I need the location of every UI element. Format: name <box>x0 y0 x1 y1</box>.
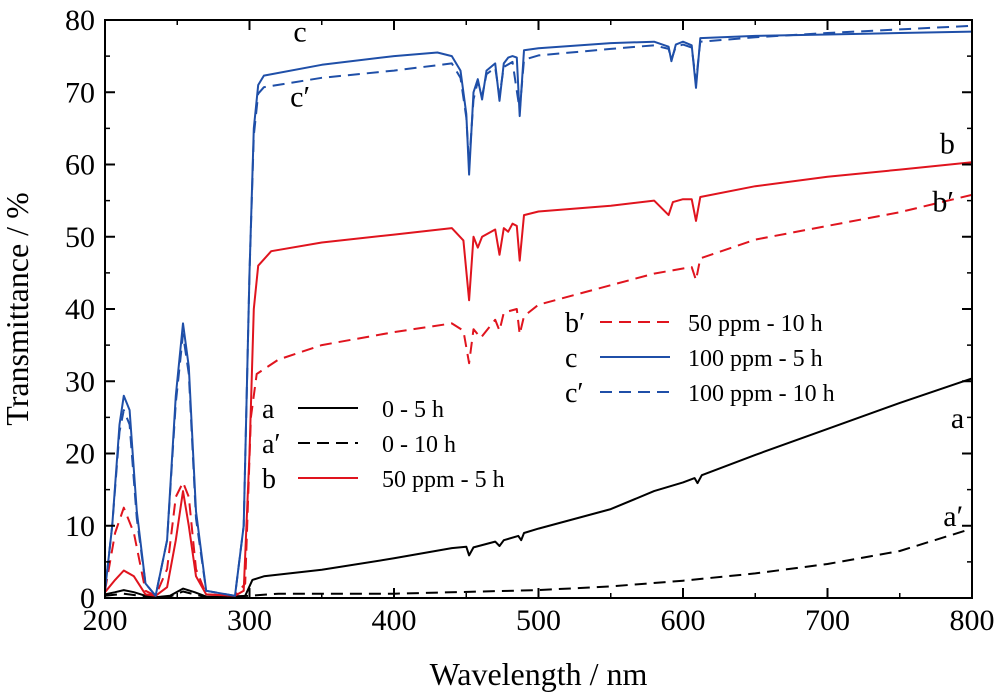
y-tick-label: 50 <box>65 221 95 254</box>
series-line-5 <box>105 24 972 597</box>
y-tick-label: 70 <box>65 76 95 109</box>
curve-labels: c c′ b b′ a a′ <box>290 16 964 533</box>
y-tick-label: 40 <box>65 293 95 326</box>
legend-label: 100 ppm - 10 h <box>688 381 835 407</box>
legend-key: a <box>262 394 275 425</box>
y-tick-label: 30 <box>65 365 95 398</box>
legend-key: c <box>565 343 577 374</box>
x-tick-label: 700 <box>805 604 850 637</box>
y-tick-label: 10 <box>65 510 95 543</box>
series-line-3 <box>105 193 972 597</box>
legend-label: 0 - 10 h <box>382 432 456 458</box>
legend-label: 0 - 5 h <box>382 397 444 423</box>
legend-label: 100 ppm - 5 h <box>688 346 823 372</box>
x-tick-label: 800 <box>950 604 995 637</box>
x-tick-label: 200 <box>83 604 128 637</box>
curve-label: a′ <box>943 500 963 533</box>
curve-label: b <box>940 128 955 161</box>
plot-frame <box>104 19 973 599</box>
y-tick-label: 80 <box>65 4 95 37</box>
legend: a 0 - 5 h a′ 0 - 10 h b 50 ppm - 5 h b′ 50 ppm … <box>262 308 835 495</box>
tick-labels: 200 300 400 500 600 700 800 0 10 20 30 40 50 60 70 80 <box>65 4 995 637</box>
legend-key: b <box>262 464 276 495</box>
curve-label: c′ <box>290 81 310 114</box>
curve-label: a <box>951 402 964 435</box>
axis-ticks <box>104 19 973 599</box>
series-line-1 <box>105 527 972 598</box>
x-tick-label: 400 <box>372 604 417 637</box>
x-tick-label: 600 <box>661 604 706 637</box>
legend-key: a′ <box>262 429 281 460</box>
y-axis-title: Transmittance / % <box>0 192 35 425</box>
y-tick-label: 20 <box>65 438 95 471</box>
series-layer <box>105 24 972 598</box>
legend-label: 50 ppm - 5 h <box>382 467 505 493</box>
legend-label: 50 ppm - 10 h <box>688 311 823 337</box>
x-tick-label: 500 <box>516 604 561 637</box>
curve-label: b′ <box>932 185 954 218</box>
x-axis-title: Wavelength / nm <box>430 656 648 692</box>
series-line-2 <box>105 161 972 597</box>
y-tick-label: 60 <box>65 149 95 182</box>
series-line-4 <box>105 30 972 597</box>
y-tick-label: 0 <box>80 582 95 615</box>
curve-label: c <box>293 16 306 49</box>
x-tick-label: 300 <box>227 604 272 637</box>
legend-key: c′ <box>565 378 584 409</box>
legend-key: b′ <box>565 308 585 339</box>
series-line-0 <box>105 377 972 598</box>
